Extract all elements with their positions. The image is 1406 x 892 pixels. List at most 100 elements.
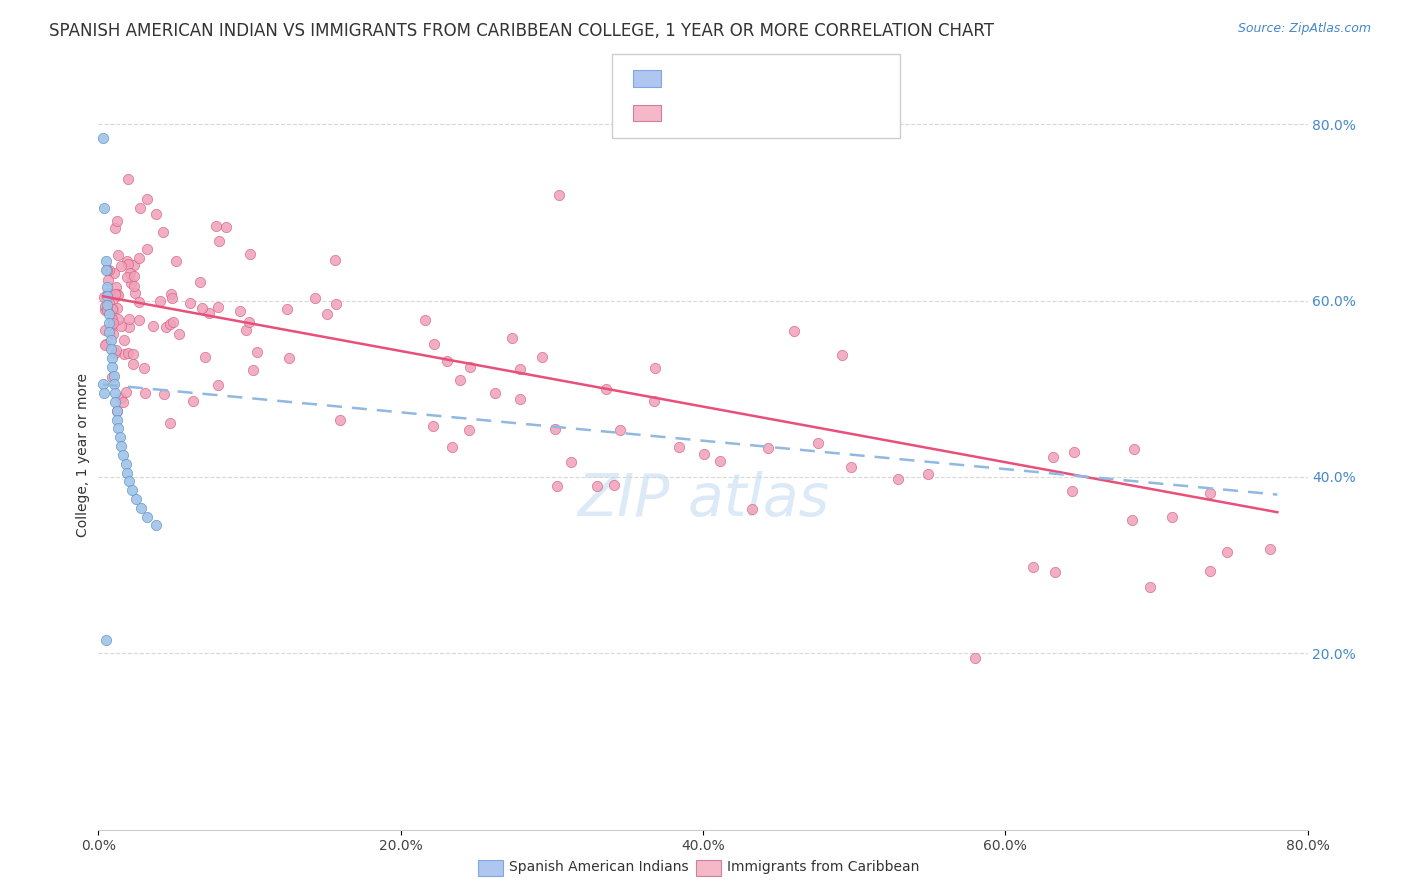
Point [1043, 566, 1066, 580]
Point [165, 253, 187, 268]
Point [104, 345, 127, 359]
Point [1139, 580, 1161, 594]
Point [93, 386, 115, 401]
Point [110, 391, 132, 405]
Point [531, 350, 554, 364]
Point [1160, 509, 1182, 524]
Point [208, 234, 231, 248]
Point [94, 299, 117, 313]
Point [436, 354, 458, 368]
Point [91, 130, 114, 145]
Point [110, 318, 132, 333]
Point [105, 287, 128, 301]
Point [105, 404, 128, 418]
Point [101, 351, 124, 365]
Point [96, 303, 118, 318]
Point [709, 454, 731, 468]
Point [94, 633, 117, 648]
Point [110, 259, 132, 273]
Y-axis label: College, 1 year or more: College, 1 year or more [76, 373, 90, 537]
Point [97, 273, 120, 287]
Point [120, 276, 142, 290]
Point [100, 334, 122, 348]
Point [839, 460, 862, 475]
Point [118, 311, 141, 326]
Point [457, 423, 479, 437]
Point [329, 413, 352, 427]
Point [122, 347, 145, 361]
Point [107, 248, 129, 262]
Point [149, 293, 172, 308]
Point [807, 435, 830, 450]
Point [1121, 514, 1143, 528]
Point [111, 395, 134, 409]
Point [128, 295, 150, 310]
Point [114, 457, 136, 471]
Point [115, 385, 138, 400]
Text: Spanish American Indians: Spanish American Indians [509, 860, 689, 874]
Point [115, 466, 138, 480]
Point [756, 441, 779, 455]
Point [97, 262, 120, 277]
Point [603, 478, 626, 492]
Point [135, 509, 157, 524]
Point [132, 360, 155, 375]
Point [1042, 450, 1064, 465]
Text: Source: ZipAtlas.com: Source: ZipAtlas.com [1237, 22, 1371, 36]
Point [93, 201, 115, 215]
Point [595, 382, 617, 396]
Point [501, 331, 523, 345]
Point [741, 501, 763, 516]
Point [1022, 560, 1045, 574]
Point [167, 327, 190, 342]
Point [1215, 545, 1237, 559]
Point [105, 412, 128, 426]
Point [103, 368, 125, 383]
Point [887, 472, 910, 486]
Point [441, 440, 464, 454]
Point [509, 362, 531, 376]
Point [188, 276, 211, 290]
Point [278, 351, 301, 366]
Point [121, 357, 143, 371]
Point [115, 254, 138, 268]
Point [101, 293, 124, 307]
Point [194, 350, 217, 364]
Point [110, 439, 132, 453]
Point [94, 337, 117, 351]
Point [122, 259, 145, 273]
Point [93, 290, 115, 304]
Point [276, 301, 298, 316]
Point [325, 296, 347, 310]
Point [458, 359, 481, 374]
Point [1198, 485, 1220, 500]
Point [560, 455, 582, 469]
Point [120, 266, 142, 280]
Point [104, 395, 127, 409]
Text: 148: 148 [799, 106, 831, 120]
Point [242, 362, 264, 376]
Point [198, 306, 221, 320]
Point [422, 419, 444, 434]
Point [1122, 442, 1144, 456]
Point [128, 251, 150, 265]
Point [238, 315, 260, 329]
Point [643, 393, 665, 408]
Point [449, 373, 471, 387]
Point [548, 187, 571, 202]
Point [96, 289, 118, 303]
Point [134, 385, 156, 400]
Point [104, 286, 127, 301]
Point [159, 287, 181, 301]
Point [96, 262, 118, 277]
Point [111, 448, 134, 462]
Point [693, 447, 716, 461]
Point [96, 280, 118, 294]
Point [103, 377, 125, 392]
Text: ZIP atlas: ZIP atlas [576, 471, 830, 528]
Point [101, 359, 124, 374]
Point [235, 322, 257, 336]
Point [159, 416, 181, 430]
Point [136, 192, 159, 206]
Point [94, 262, 117, 277]
